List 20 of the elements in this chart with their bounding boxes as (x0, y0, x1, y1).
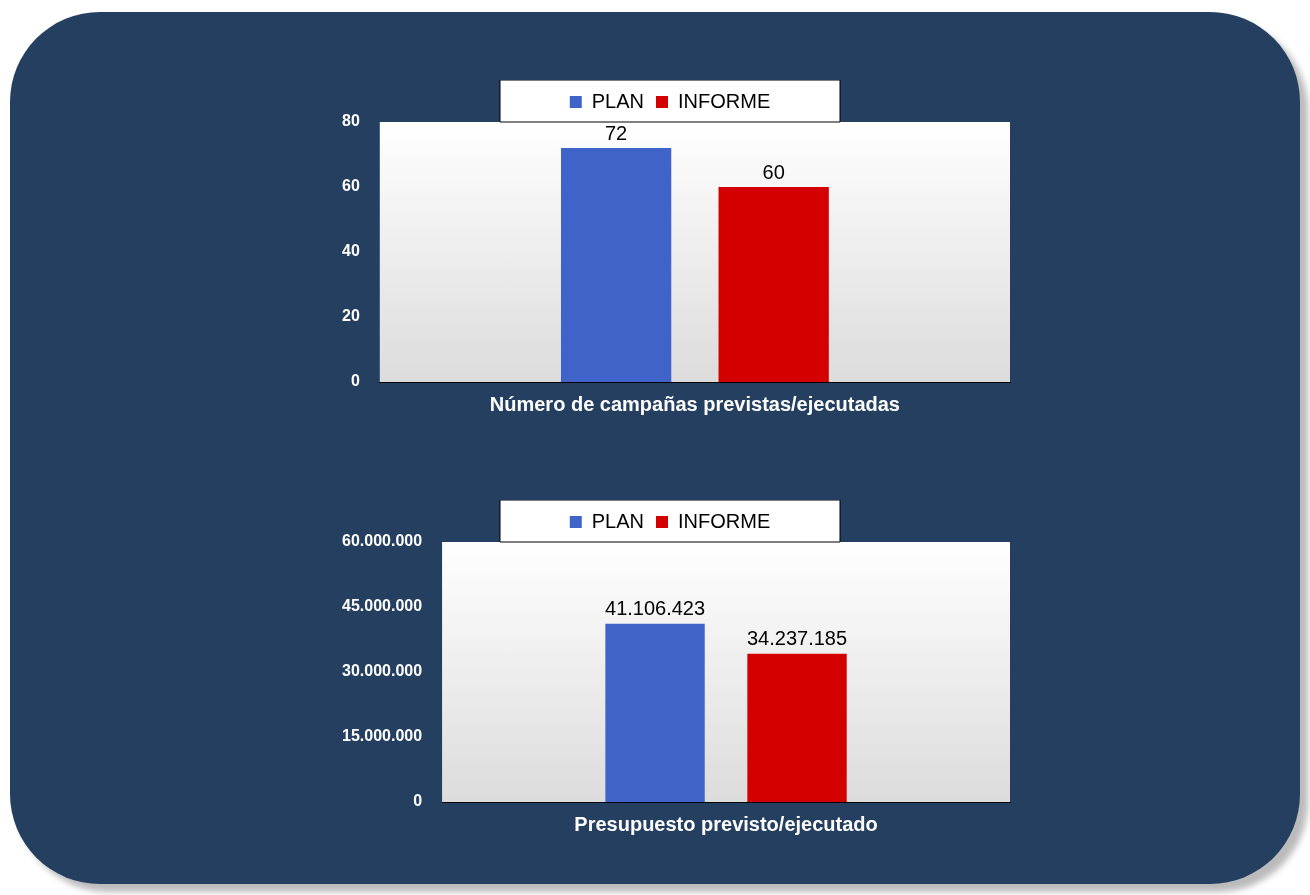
y-tick-label: 0 (350, 372, 360, 390)
data-label: 60 (762, 160, 785, 183)
y-tick-label: 40 (342, 242, 360, 260)
y-tick-label: 80 (342, 112, 360, 130)
data-label: 34.237.185 (746, 627, 848, 650)
y-tick-label: 60 (342, 177, 360, 195)
data-label: 41.106.423 (604, 597, 706, 620)
legend-label: INFORME (678, 509, 771, 532)
y-tick-label: 15.000.000 (342, 727, 423, 745)
x-tick-label: Presupuesto previsto/ejecutado (574, 812, 878, 835)
y-tick-label: 30.000.000 (342, 662, 423, 680)
legend-label: PLAN (591, 89, 645, 112)
legend-label: INFORME (678, 89, 771, 112)
y-tick-label: 60.000.000 (342, 532, 423, 550)
data-label: 72 (605, 121, 628, 144)
y-tick-label: 0 (413, 792, 423, 810)
y-tick-label: 45.000.000 (342, 597, 423, 615)
x-tick-label: Número de campañas previstas/ejecutadas (489, 392, 900, 415)
legend-label: PLAN (591, 509, 645, 532)
y-tick-label: 20 (342, 307, 360, 325)
